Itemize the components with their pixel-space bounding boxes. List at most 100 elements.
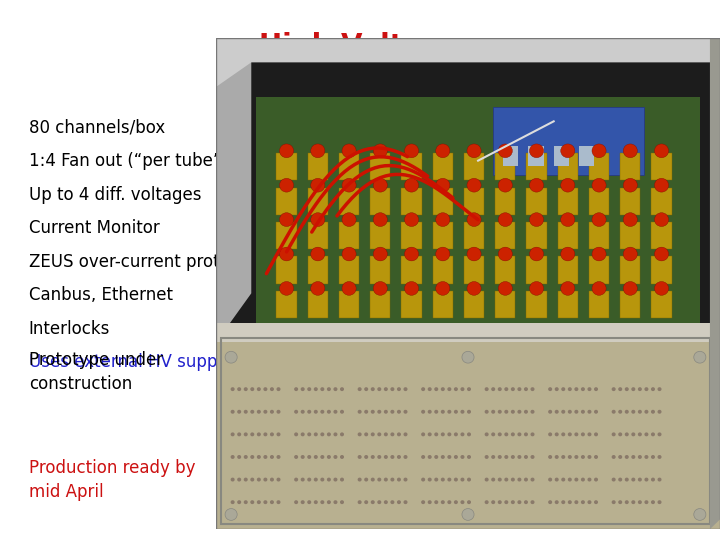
- Circle shape: [251, 387, 254, 391]
- Circle shape: [467, 433, 471, 436]
- Bar: [528, 146, 544, 166]
- Circle shape: [428, 455, 432, 459]
- Circle shape: [529, 247, 544, 261]
- Polygon shape: [216, 38, 720, 87]
- Circle shape: [314, 477, 318, 482]
- Circle shape: [561, 213, 575, 226]
- Circle shape: [276, 410, 281, 414]
- Circle shape: [498, 477, 502, 482]
- Circle shape: [237, 477, 241, 482]
- Bar: [554, 146, 569, 166]
- Circle shape: [581, 410, 585, 414]
- Circle shape: [454, 410, 458, 414]
- Circle shape: [311, 213, 325, 226]
- Circle shape: [314, 433, 318, 436]
- Circle shape: [342, 281, 356, 295]
- Circle shape: [230, 433, 235, 436]
- Circle shape: [454, 433, 458, 436]
- Text: High Voltage: High Voltage: [259, 32, 461, 60]
- Circle shape: [251, 500, 254, 504]
- Circle shape: [377, 500, 382, 504]
- Circle shape: [638, 477, 642, 482]
- Circle shape: [568, 455, 572, 459]
- Bar: [402, 256, 422, 284]
- Circle shape: [243, 477, 248, 482]
- Circle shape: [364, 500, 368, 504]
- Circle shape: [657, 387, 662, 391]
- Circle shape: [581, 433, 585, 436]
- Circle shape: [594, 455, 598, 459]
- Circle shape: [624, 247, 637, 261]
- Circle shape: [575, 477, 578, 482]
- Circle shape: [447, 455, 451, 459]
- Circle shape: [625, 477, 629, 482]
- Circle shape: [230, 477, 235, 482]
- Circle shape: [428, 433, 432, 436]
- Circle shape: [436, 144, 450, 158]
- Circle shape: [644, 477, 649, 482]
- Polygon shape: [710, 38, 720, 529]
- Circle shape: [498, 178, 513, 192]
- Circle shape: [467, 281, 481, 295]
- Circle shape: [498, 410, 502, 414]
- Circle shape: [518, 410, 521, 414]
- Circle shape: [314, 455, 318, 459]
- Bar: [276, 153, 297, 180]
- Circle shape: [485, 410, 489, 414]
- Circle shape: [294, 410, 298, 414]
- Circle shape: [529, 178, 544, 192]
- Circle shape: [403, 500, 408, 504]
- Circle shape: [384, 433, 388, 436]
- Circle shape: [612, 500, 616, 504]
- Bar: [652, 153, 672, 180]
- Circle shape: [243, 433, 248, 436]
- Circle shape: [624, 144, 637, 158]
- Circle shape: [651, 387, 655, 391]
- Bar: [433, 188, 453, 215]
- Text: 1:4 Fan out (“per tube”): 1:4 Fan out (“per tube”): [29, 152, 228, 170]
- Circle shape: [314, 387, 318, 391]
- Bar: [339, 153, 359, 180]
- Circle shape: [625, 410, 629, 414]
- Circle shape: [548, 500, 552, 504]
- Circle shape: [554, 387, 559, 391]
- Circle shape: [333, 433, 338, 436]
- Circle shape: [561, 281, 575, 295]
- Circle shape: [340, 500, 344, 504]
- Bar: [370, 188, 390, 215]
- Circle shape: [485, 500, 489, 504]
- Text: ZEUS over-current protection: ZEUS over-current protection: [29, 253, 271, 271]
- Bar: [464, 291, 484, 318]
- Circle shape: [270, 410, 274, 414]
- Circle shape: [518, 433, 521, 436]
- Bar: [402, 188, 422, 215]
- Circle shape: [371, 477, 375, 482]
- Circle shape: [581, 477, 585, 482]
- Circle shape: [279, 144, 294, 158]
- Circle shape: [237, 387, 241, 391]
- Circle shape: [390, 433, 395, 436]
- Circle shape: [421, 433, 425, 436]
- Circle shape: [562, 410, 565, 414]
- Circle shape: [491, 500, 495, 504]
- Bar: [276, 188, 297, 215]
- Circle shape: [257, 387, 261, 391]
- Circle shape: [311, 281, 325, 295]
- Circle shape: [264, 500, 267, 504]
- Circle shape: [498, 247, 513, 261]
- Circle shape: [510, 455, 515, 459]
- Circle shape: [624, 178, 637, 192]
- Circle shape: [554, 477, 559, 482]
- Bar: [339, 188, 359, 215]
- Circle shape: [581, 387, 585, 391]
- Circle shape: [638, 433, 642, 436]
- Circle shape: [276, 387, 281, 391]
- Circle shape: [340, 410, 344, 414]
- Bar: [495, 222, 516, 249]
- Circle shape: [405, 178, 418, 192]
- Bar: [464, 153, 484, 180]
- Circle shape: [518, 455, 521, 459]
- Circle shape: [371, 387, 375, 391]
- Bar: [589, 153, 609, 180]
- Circle shape: [548, 433, 552, 436]
